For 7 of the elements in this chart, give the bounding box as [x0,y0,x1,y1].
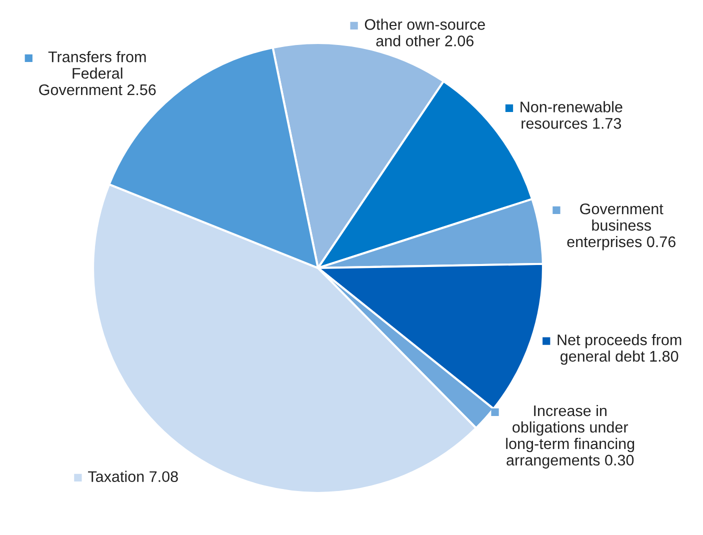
legend-label: Other own-source and other 2.06 [364,18,485,46]
legend-label: Net proceeds from general debt 1.80 [558,334,682,365]
legend-label: Taxation 7.08 [88,470,178,482]
legend-label: Transfers from Federal Government 2.56 [39,51,156,96]
legend-label: Government business enterprises 0.76 [567,203,676,250]
legend-label: Increase in obligations under long-term financing arrangements 0.30 [506,404,634,469]
legend-label: Non-renewable resources 1.73 [520,101,622,129]
